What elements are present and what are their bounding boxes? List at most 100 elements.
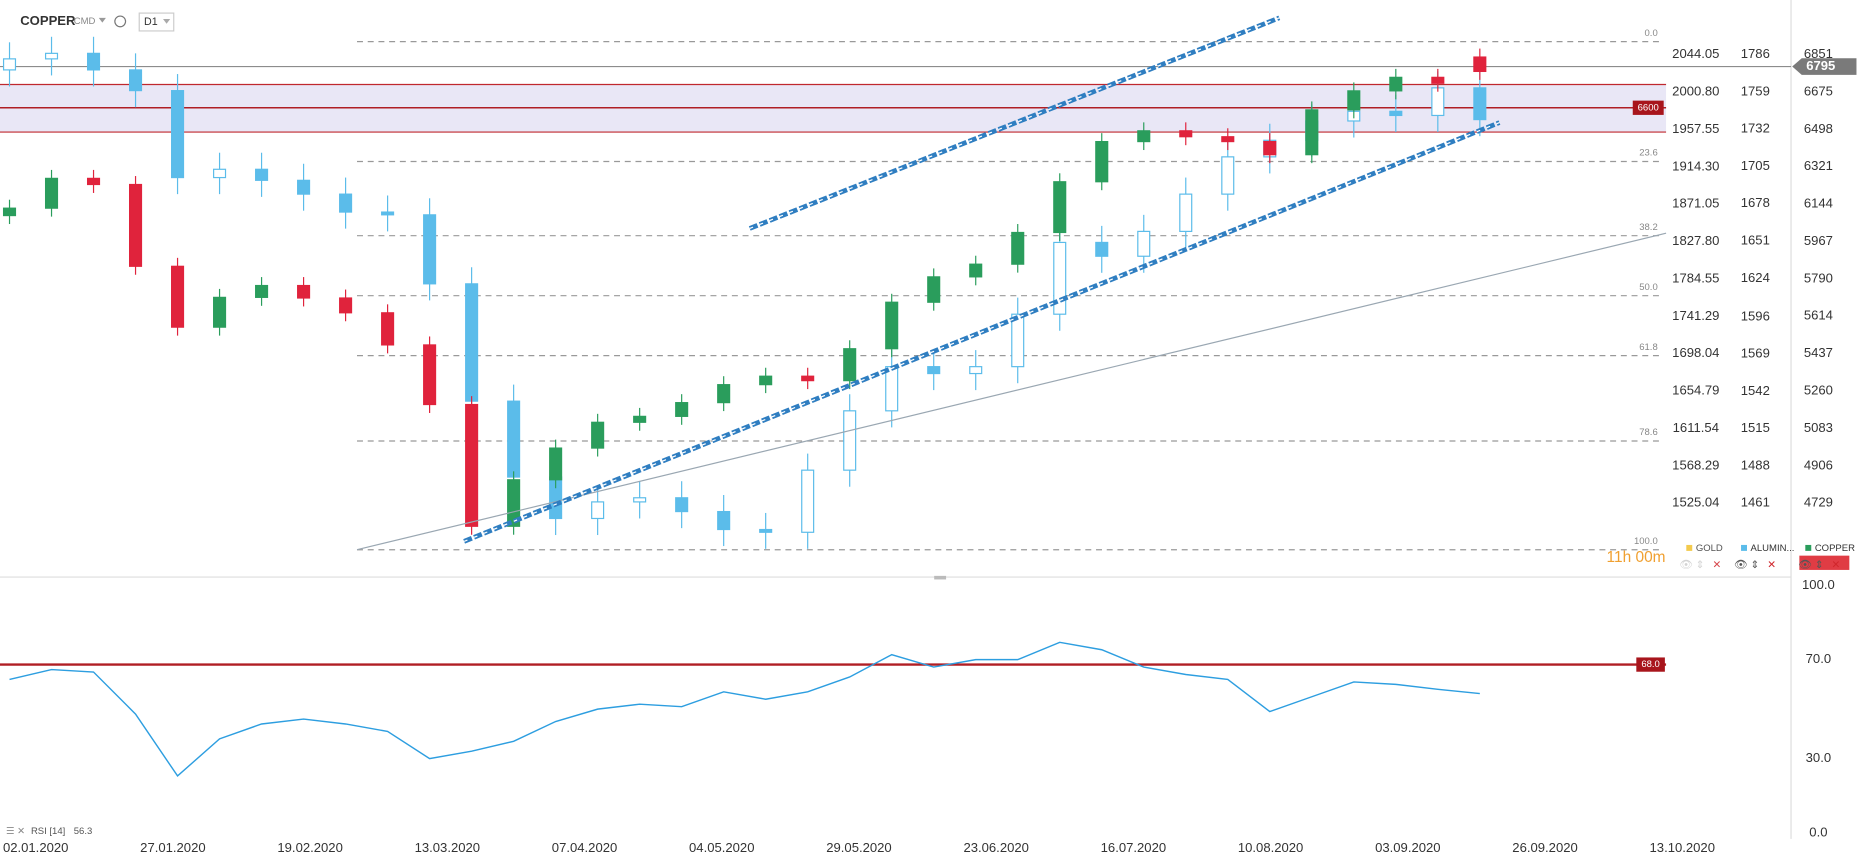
- candle-body: [759, 375, 773, 386]
- candle-body: [1473, 87, 1487, 121]
- candle-body: [633, 415, 647, 423]
- candle-body: [1221, 156, 1235, 195]
- fib-label: 61.8: [1639, 342, 1658, 353]
- candle-body: [44, 177, 59, 209]
- candle-body: [843, 410, 857, 471]
- candle-body: [465, 283, 479, 402]
- underlay: 0.0 23.6 38.2 50.0 61.8 78.6 100.0: [0, 28, 1792, 551]
- candle-body: [759, 528, 773, 533]
- y-tick-label: 1515: [1741, 420, 1770, 435]
- candle-body: [171, 90, 185, 179]
- symbol[interactable]: COPPER: [20, 13, 76, 28]
- legend-icons: 👁 ⇕: [1679, 559, 1705, 571]
- rsi-menu[interactable]: ☰ ✕: [6, 826, 25, 837]
- fib-label: 50.0: [1639, 282, 1658, 293]
- candle-body: [86, 52, 101, 71]
- y-tick-label: 1678: [1741, 195, 1770, 210]
- candle-body: [885, 301, 899, 350]
- channel-line[interactable]: [748, 15, 1281, 231]
- candle-body: [44, 52, 59, 60]
- candle-body: [339, 193, 353, 213]
- x-tick-label: 03.09.2020: [1375, 840, 1440, 855]
- y-tick-label: 1525.04: [1672, 495, 1719, 510]
- candle-body: [549, 447, 563, 481]
- rsi-label: RSI [14]: [31, 826, 65, 837]
- candle-body: [1305, 109, 1319, 156]
- level-tag: [1632, 100, 1664, 115]
- y-tick-label: 1759: [1741, 83, 1770, 98]
- legend-item[interactable]: GOLD 👁 ⇕ ✕: [1679, 543, 1723, 571]
- candle-body: [339, 297, 353, 314]
- interval[interactable]: D1: [144, 16, 158, 28]
- candle-body: [1389, 110, 1403, 117]
- candle-body: [717, 510, 731, 531]
- candle-body: [591, 421, 605, 449]
- candle-body: [213, 296, 227, 328]
- candle-body: [1347, 90, 1361, 111]
- fib-label: 78.6: [1639, 427, 1658, 438]
- x-tick-label: 04.05.2020: [689, 840, 754, 855]
- candle-body: [381, 312, 395, 346]
- candle-body: [801, 469, 815, 533]
- y-tick-label: 1705: [1741, 158, 1770, 173]
- y-tick-label: 5967: [1804, 233, 1833, 248]
- candle-body: [1431, 87, 1445, 117]
- candle-body: [255, 284, 269, 298]
- x-tick-label: 16.07.2020: [1101, 840, 1166, 855]
- y-tick-label: 1488: [1741, 457, 1770, 472]
- rsi-tick-label: 0.0: [1809, 824, 1827, 839]
- legend-item[interactable]: COPPER 👁 ⇕ ✕: [1798, 543, 1855, 571]
- candle-body: [1179, 130, 1193, 138]
- rsi-level-tag: [1636, 657, 1665, 672]
- fib-label: 23.6: [1639, 148, 1658, 159]
- candle-body: [717, 384, 731, 404]
- candles: [2, 36, 1487, 549]
- rsi-level-text: 68.0: [1641, 659, 1660, 670]
- copper-tag-bg: [1799, 555, 1850, 570]
- overlay: 6600 6795: [1632, 58, 1857, 570]
- candle-body: [1389, 76, 1403, 92]
- y-tick-label: 5437: [1804, 345, 1833, 360]
- y-tick-label: 1914.30: [1672, 158, 1719, 173]
- y-tick-label: 6321: [1804, 158, 1833, 173]
- candle-body: [1473, 56, 1487, 73]
- candle-body: [297, 284, 311, 299]
- y-tick-label: 1651: [1741, 233, 1770, 248]
- candle-body: [1221, 136, 1235, 143]
- y-tick-label: 1611.54: [1673, 420, 1719, 435]
- candle-body: [213, 168, 227, 179]
- candle-body: [1011, 313, 1025, 368]
- candle-body: [129, 183, 143, 267]
- caret[interactable]: [98, 17, 106, 23]
- trend-line[interactable]: [356, 232, 1667, 551]
- instrument-class: CMD: [74, 16, 96, 27]
- rsi-tick-label: 30.0: [1806, 750, 1831, 765]
- pane-handle[interactable]: [934, 575, 947, 580]
- candle-body: [969, 263, 983, 278]
- x-tick-label: 07.04.2020: [552, 840, 617, 855]
- y-tick-label: 6675: [1804, 83, 1833, 98]
- candle-body: [1263, 140, 1277, 156]
- legend-label: ALUMIN...: [1751, 543, 1795, 554]
- y-tick-label: 1596: [1741, 308, 1770, 323]
- candle-body: [633, 497, 647, 503]
- candle-body: [927, 366, 941, 375]
- legend-icons: 👁 ⇕: [1734, 559, 1760, 571]
- candle-body: [675, 497, 689, 513]
- x-tick-label: 23.06.2020: [963, 840, 1028, 855]
- rsi-line: [9, 641, 1480, 778]
- info-icon[interactable]: [114, 15, 127, 28]
- legend-swatch: [1741, 544, 1747, 551]
- legend-item[interactable]: ALUMIN... 👁 ⇕ ✕: [1734, 543, 1794, 571]
- y-tick-label: 1698.04: [1672, 345, 1719, 360]
- y-tick-label: 1786: [1741, 46, 1770, 61]
- candle-body: [885, 366, 899, 412]
- x-tick-label: 27.01.2020: [140, 840, 205, 855]
- y-tick-label: 1461: [1741, 495, 1770, 510]
- candle-body: [507, 400, 521, 478]
- candle-body: [2, 58, 17, 71]
- interval-box[interactable]: [138, 12, 175, 32]
- candle-body: [2, 207, 17, 217]
